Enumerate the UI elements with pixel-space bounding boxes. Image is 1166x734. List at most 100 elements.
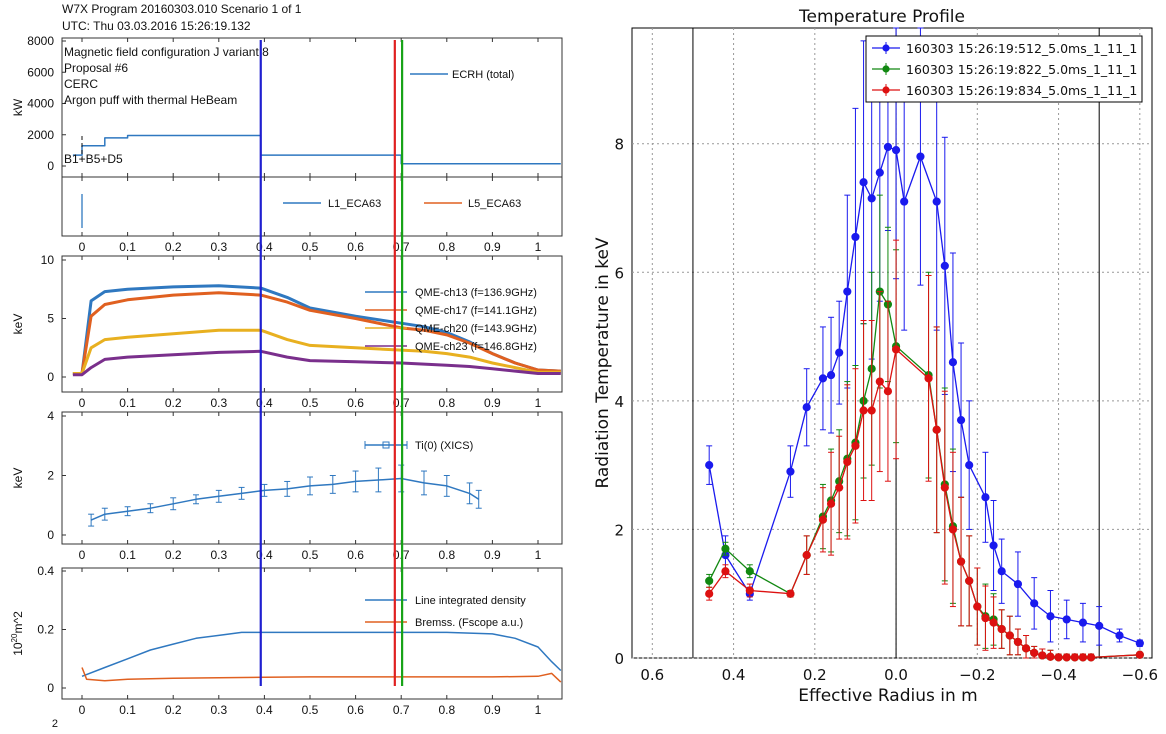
subplot-5: 0 0.2 0.4 1020m^2 0 0.1 0.2 0.3 0.4 0.5 0.6 0.7 0.8 0…: [10, 564, 563, 717]
data-point: [981, 493, 990, 502]
series-line: [81, 631, 562, 677]
data-point: [826, 499, 836, 508]
x-tick-label: 0.2: [803, 666, 827, 684]
x-tick-label: 1: [535, 548, 542, 562]
right-panel: 0.6 0.4 0.2 0.0 −0.2 −0.4 −0.6 0 2 4 6 8 Temperature…: [593, 7, 1158, 706]
x-tick-label: 0.1: [119, 396, 136, 410]
x-tick-label: 0.3: [210, 396, 227, 410]
data-point: [851, 232, 860, 242]
plot-frame: [631, 27, 1153, 659]
data-point: [989, 541, 998, 550]
y-tick-label: 0: [47, 528, 54, 542]
data-point: [843, 457, 852, 467]
subplot-1: 0 2000 4000 6000 8000 kW ECRH (total) Magnetic …: [11, 34, 563, 178]
data-point: [948, 358, 958, 367]
data-point: [875, 168, 884, 177]
x-tick-label: 0.2: [165, 548, 182, 562]
data-point: [867, 194, 876, 203]
y-tick-label: 0: [614, 650, 624, 668]
data-point: [843, 287, 852, 296]
data-point: [721, 544, 730, 553]
data-point: [1135, 650, 1144, 659]
data-point: [883, 387, 893, 396]
annotation-text: CERC: [64, 77, 98, 91]
series-line: [72, 328, 561, 375]
x-tick-label: 1: [535, 703, 542, 717]
x-tick-label: 0.1: [119, 240, 136, 254]
data-point: [932, 197, 941, 206]
annotation-text: B1+B5+D5: [64, 152, 123, 166]
data-point: [973, 602, 982, 611]
data-point: [1070, 653, 1079, 662]
data-point: [802, 551, 811, 560]
annotation-text: Proposal #6: [64, 61, 128, 75]
x-tick-label: −0.4: [1040, 666, 1076, 684]
y-axis-label: keV: [11, 314, 25, 335]
y-tick-label: 4: [614, 393, 624, 411]
legend-label: L1_ECA63: [328, 198, 381, 210]
x-tick-label: 0.2: [165, 240, 182, 254]
x-tick-label: 0: [79, 396, 86, 410]
data-point: [786, 589, 795, 598]
data-point: [1013, 579, 1023, 589]
data-point: [1054, 653, 1063, 662]
x-tick-label: 0: [79, 548, 86, 562]
data-point: [1062, 653, 1071, 662]
data-point: [1078, 653, 1088, 662]
legend-marker: [882, 65, 890, 73]
data-point: [916, 152, 925, 161]
data-point: [786, 467, 795, 476]
y-tick-label: 6000: [27, 65, 54, 79]
x-tick-label: 0.6: [347, 548, 364, 562]
x-tick-label: 0.9: [484, 240, 501, 254]
data-point: [940, 483, 949, 492]
legend-label: 160303 15:26:19:512_5.0ms_1_11_1: [906, 41, 1137, 56]
data-point: [932, 425, 941, 434]
data-point: [859, 178, 868, 187]
legend-marker: [882, 86, 890, 94]
data-point: [802, 403, 811, 412]
data-point: [940, 261, 949, 270]
data-point: [818, 374, 828, 383]
utc-header: UTC: Thu 03.03.2016 15:26:19.132: [62, 19, 251, 33]
x-tick-label: 0.5: [302, 703, 319, 717]
data-point: [851, 441, 860, 450]
y-tick-label: 0: [47, 681, 54, 695]
x-tick-label: 0.9: [484, 396, 501, 410]
x-tick-label: 0.9: [484, 703, 501, 717]
legend-label: ECRH (total): [452, 69, 514, 81]
data-point: [745, 586, 754, 595]
data-point: [989, 618, 998, 627]
data-point: [1078, 618, 1088, 627]
legend-label: QME-ch20 (f=143.9GHz): [415, 323, 537, 335]
legend-label: Bremss. (Fscope a.u.): [415, 617, 523, 629]
x-tick-label: 0.4: [256, 240, 273, 254]
subplot-3: 0510keV00.10.20.30.40.50.60.70.80.91QME-…: [11, 253, 563, 410]
x-tick-label: 0.4: [256, 548, 273, 562]
x-tick-label: 0.6: [640, 666, 664, 684]
data-point: [1005, 631, 1014, 640]
data-point: [1021, 644, 1031, 653]
y-tick-label: 8000: [27, 34, 54, 48]
data-point: [1115, 631, 1124, 640]
x-tick-label: 0.3: [210, 548, 227, 562]
data-point: [705, 461, 714, 470]
series-line: [72, 349, 561, 377]
legend-label: 160303 15:26:19:822_5.0ms_1_11_1: [906, 62, 1137, 77]
y-tick-label: 4000: [27, 97, 54, 111]
x-tick-label: −0.2: [959, 666, 995, 684]
data-point: [891, 345, 901, 354]
data-point: [705, 576, 714, 585]
data-point: [891, 146, 901, 155]
y-tick-label: 6: [614, 264, 624, 282]
x-tick-label: 0.1: [119, 548, 136, 562]
data-point: [705, 589, 714, 598]
data-point: [721, 567, 730, 576]
x-tick-label: 0.6: [347, 703, 364, 717]
x-tick-label: 0.2: [165, 703, 182, 717]
legend-label: Line integrated density: [415, 595, 526, 607]
legend-marker: [882, 44, 890, 52]
x-axis-label: Effective Radius in m: [798, 686, 977, 706]
